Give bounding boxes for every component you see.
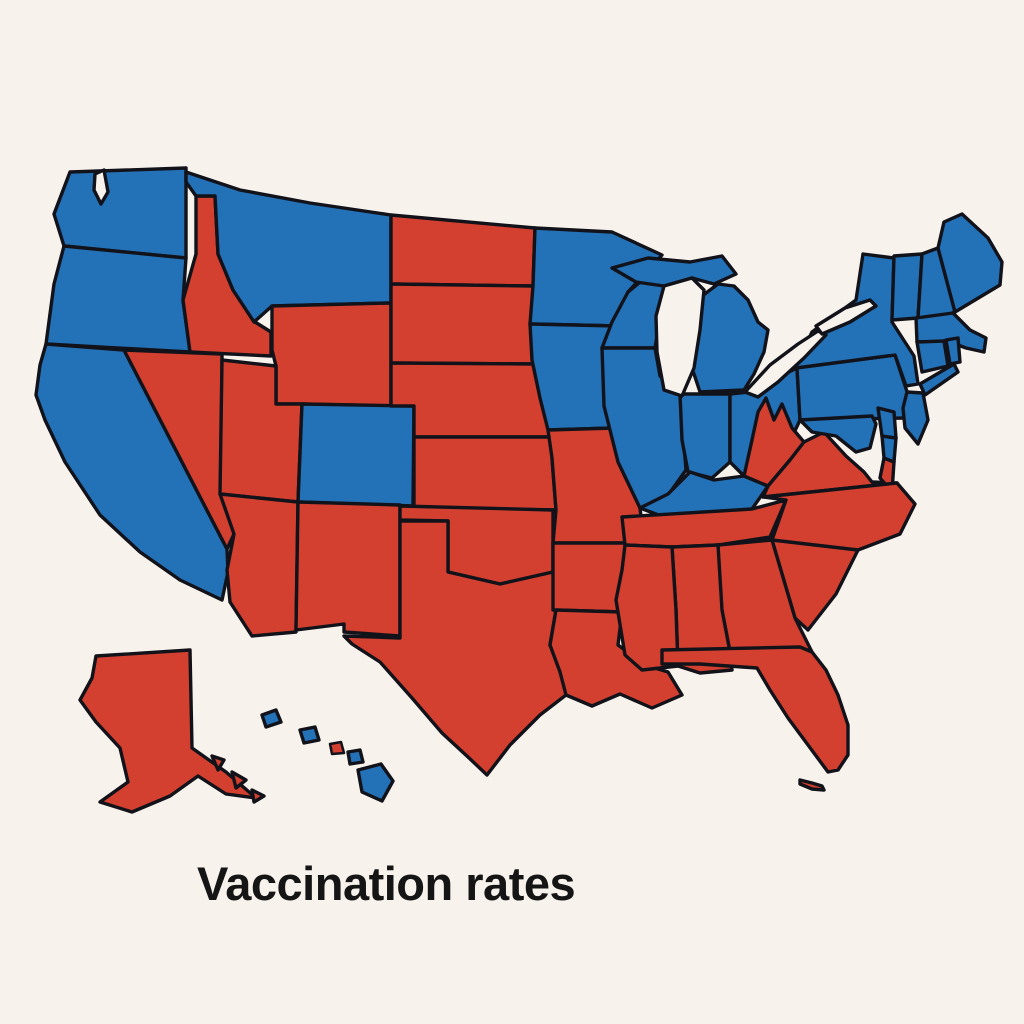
- lake-erie: [743, 329, 828, 399]
- state-la: [548, 608, 684, 710]
- state-ak: [78, 648, 266, 814]
- states-layer: [34, 166, 1004, 814]
- state-tx: [342, 519, 568, 777]
- state-sd: [389, 282, 538, 366]
- state-va: [761, 430, 899, 499]
- state-in: [678, 392, 732, 480]
- state-mi-upper-peninsula: [610, 254, 738, 288]
- state-ks: [412, 435, 560, 512]
- lake-michigan: [654, 276, 706, 398]
- state-hi-island: [346, 748, 365, 766]
- state-md-mainland: [798, 414, 878, 454]
- small-islet: [328, 740, 346, 756]
- state-md: [798, 414, 898, 464]
- state-ri: [944, 336, 962, 366]
- state-me: [936, 212, 1004, 314]
- water-layer: [92, 168, 878, 399]
- state-de: [876, 406, 898, 440]
- state-or: [44, 244, 192, 354]
- state-az: [218, 492, 300, 638]
- state-co: [296, 402, 416, 508]
- state-md-delmarva: [880, 434, 898, 464]
- state-hi-island: [260, 708, 283, 729]
- state-ct: [915, 339, 950, 374]
- state-fl-keys: [798, 778, 826, 792]
- state-ak-mainland: [78, 648, 258, 814]
- state-hi: [260, 708, 395, 803]
- state-fl: [660, 645, 850, 792]
- state-nj: [901, 390, 930, 446]
- decor-layer: [328, 740, 346, 756]
- state-nd: [389, 213, 537, 288]
- state-hi-island: [356, 762, 395, 803]
- state-nm: [294, 500, 402, 638]
- state-fl-mainland: [660, 645, 850, 774]
- map-title: Vaccination rates: [197, 857, 576, 910]
- state-wa: [52, 166, 188, 260]
- state-mt: [184, 170, 393, 324]
- state-ak-island: [230, 770, 248, 790]
- state-wy: [270, 301, 393, 408]
- lake-ontario: [814, 298, 878, 336]
- state-ak-island: [210, 754, 226, 772]
- state-ne: [389, 361, 560, 439]
- state-hi-island: [298, 725, 321, 745]
- state-ak-island: [250, 788, 266, 804]
- state-ms: [614, 543, 680, 672]
- puget-sound: [92, 168, 110, 206]
